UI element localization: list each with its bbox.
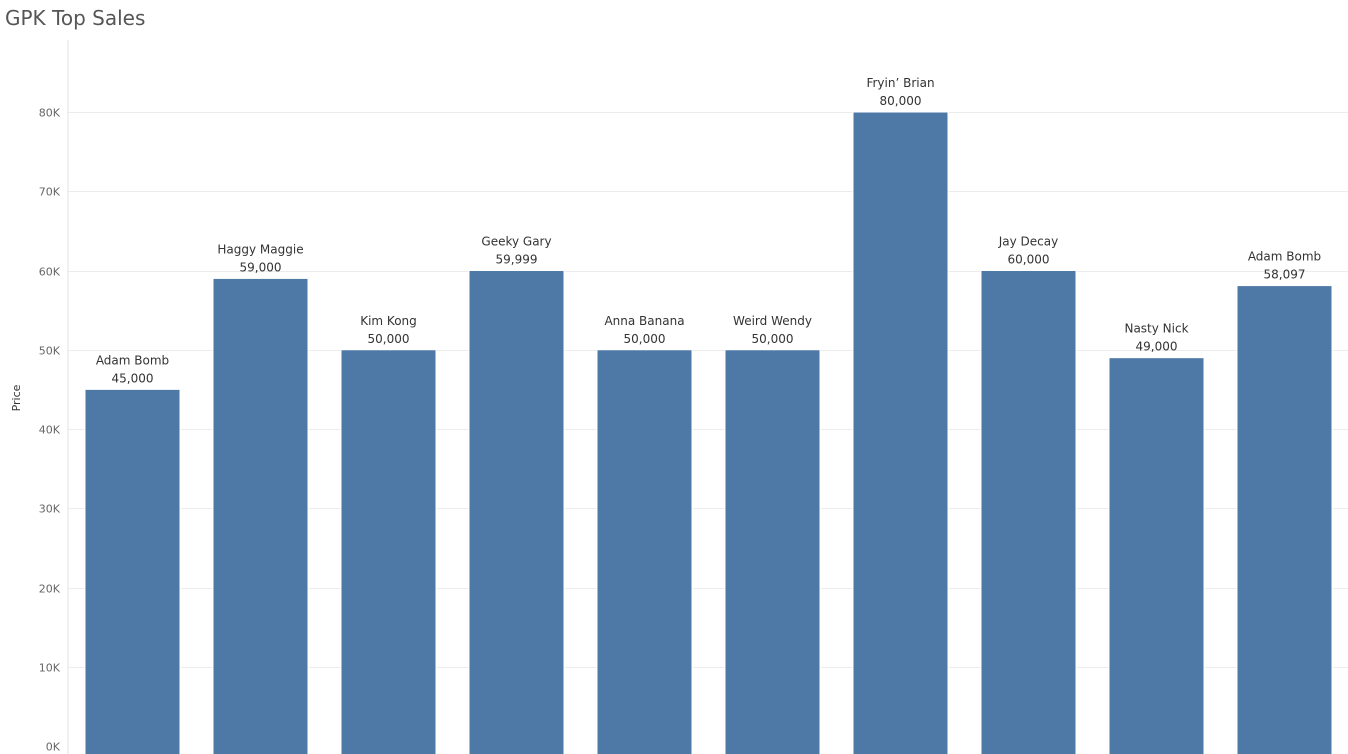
bar-value-label: 58,097: [1264, 268, 1306, 282]
bar[interactable]: [340, 349, 437, 754]
bar[interactable]: [596, 349, 693, 754]
bar[interactable]: [852, 111, 949, 754]
y-tick-label: 0K: [46, 741, 61, 754]
bar[interactable]: [84, 388, 181, 754]
bar-category-label: Fryin’ Brian: [866, 76, 934, 90]
bar-category-label: Adam Bomb: [96, 353, 169, 367]
bar-value-label: 59,999: [496, 253, 538, 267]
bar-value-label: 50,000: [368, 332, 410, 346]
y-tick-label: 20K: [39, 583, 61, 596]
bar-category-label: Kim Kong: [360, 314, 417, 328]
bar-category-label: Nasty Nick: [1124, 322, 1188, 336]
bar[interactable]: [1108, 357, 1205, 754]
y-tick-label: 70K: [39, 186, 61, 199]
y-tick-label: 30K: [39, 503, 61, 516]
bar-value-label: 50,000: [752, 332, 794, 346]
bar[interactable]: [1236, 285, 1333, 754]
bar-category-label: Weird Wendy: [733, 314, 812, 328]
bar-category-label: Haggy Maggie: [217, 242, 303, 256]
bar-category-label: Jay Decay: [998, 235, 1058, 249]
y-tick-label: 60K: [39, 266, 61, 279]
bar[interactable]: [212, 277, 309, 754]
chart-title: GPK Top Sales: [5, 6, 146, 30]
y-tick-label: 80K: [39, 107, 61, 120]
y-tick-label: 10K: [39, 662, 61, 675]
bar-category-label: Geeky Gary: [481, 235, 551, 249]
bar-category-label: Adam Bomb: [1248, 250, 1321, 264]
bar-value-label: 45,000: [112, 371, 154, 385]
bar[interactable]: [724, 349, 821, 754]
bar[interactable]: [468, 270, 565, 754]
bar[interactable]: [980, 270, 1077, 754]
bar-value-label: 50,000: [624, 332, 666, 346]
bar-value-label: 60,000: [1008, 253, 1050, 267]
bar-category-label: Anna Banana: [604, 314, 684, 328]
y-tick-label: 40K: [39, 424, 61, 437]
bars: [84, 111, 1333, 754]
y-axis: 0K 10K 20K 30K 40K 50K 60K 70K 80K Price: [10, 40, 69, 754]
bar-value-label: 80,000: [880, 94, 922, 108]
y-axis-title: Price: [10, 384, 23, 411]
bar-labels: Adam Bomb 45,000 Haggy Maggie 59,000 Kim Kon…: [96, 76, 1321, 385]
bar-value-label: 59,000: [240, 260, 282, 274]
bar-value-label: 49,000: [1136, 340, 1178, 354]
y-tick-label: 50K: [39, 345, 61, 358]
